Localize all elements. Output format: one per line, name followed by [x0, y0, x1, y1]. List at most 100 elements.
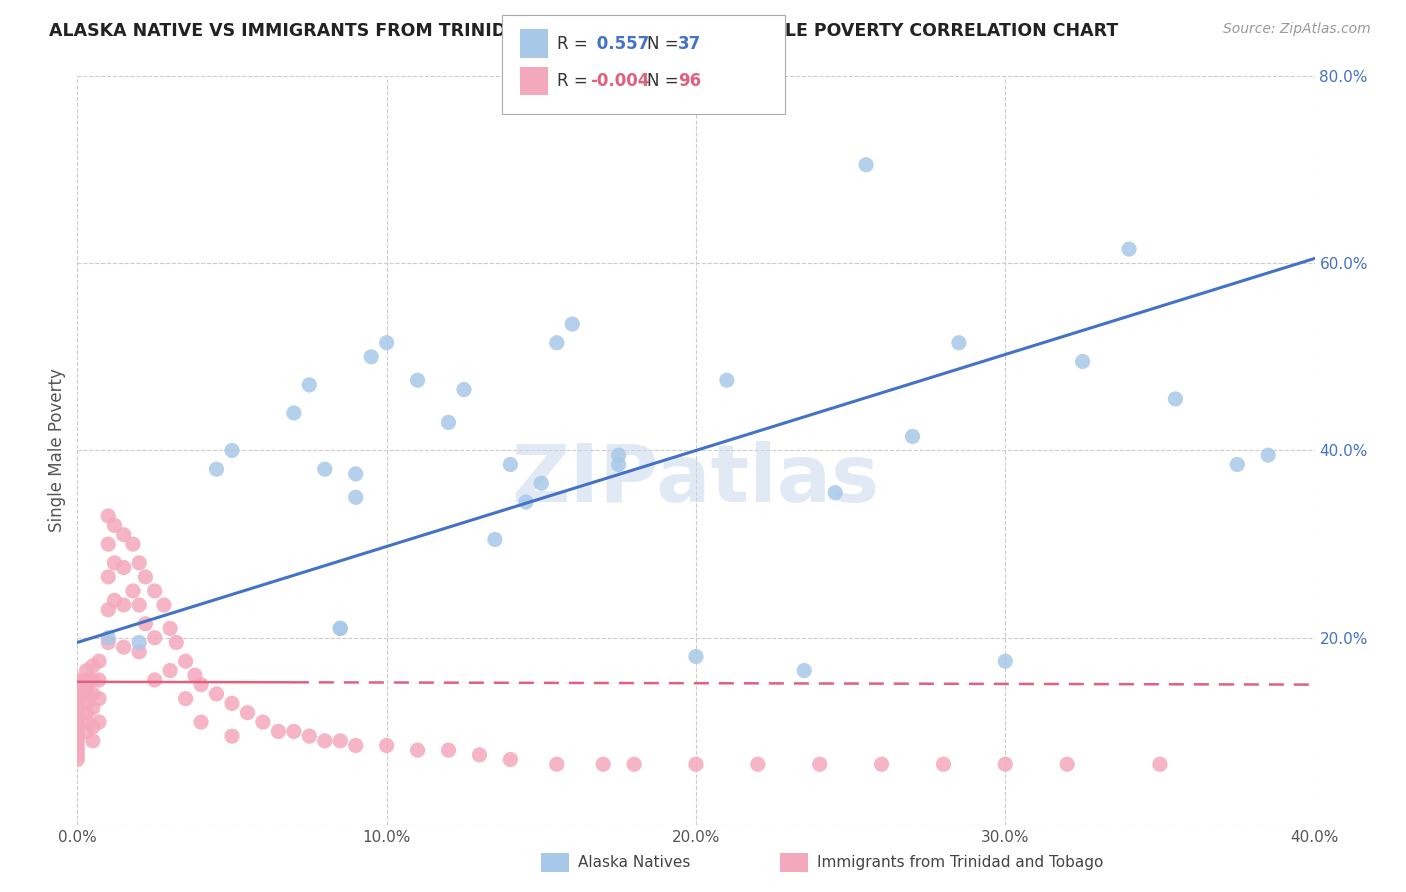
Point	[855, 158, 877, 172]
Point	[82, 673, 104, 687]
Text: R =: R =	[557, 72, 593, 90]
Point	[607, 448, 630, 462]
Point	[66, 729, 89, 743]
Point	[76, 724, 98, 739]
Point	[87, 715, 110, 730]
Point	[870, 757, 893, 772]
Point	[66, 682, 89, 697]
Point	[184, 668, 207, 682]
Point	[607, 458, 630, 472]
Point	[134, 616, 156, 631]
Point	[437, 743, 460, 757]
Text: Immigrants from Trinidad and Tobago: Immigrants from Trinidad and Tobago	[817, 855, 1104, 870]
Point	[221, 729, 243, 743]
Point	[66, 691, 89, 706]
Point	[128, 635, 150, 649]
Text: Source: ZipAtlas.com: Source: ZipAtlas.com	[1223, 22, 1371, 37]
Point	[994, 654, 1017, 668]
Point	[499, 753, 522, 767]
Text: 96: 96	[678, 72, 700, 90]
Point	[66, 696, 89, 710]
Point	[546, 757, 568, 772]
Point	[190, 678, 212, 692]
Point	[1071, 354, 1094, 368]
Point	[901, 429, 924, 443]
Point	[76, 673, 98, 687]
Point	[468, 747, 491, 762]
Point	[128, 556, 150, 570]
Point	[329, 733, 352, 747]
Point	[97, 508, 120, 523]
Point	[530, 476, 553, 491]
Point	[66, 706, 89, 720]
Point	[453, 383, 475, 397]
Point	[406, 743, 429, 757]
Point	[1226, 458, 1249, 472]
Point	[499, 458, 522, 472]
Text: 37: 37	[678, 35, 702, 53]
Point	[97, 635, 120, 649]
Point	[236, 706, 259, 720]
Point	[267, 724, 290, 739]
Point	[66, 689, 89, 703]
Point	[716, 373, 738, 387]
Point	[221, 443, 243, 458]
Point	[76, 687, 98, 701]
Point	[143, 583, 166, 598]
Point	[314, 462, 336, 476]
Point	[122, 537, 145, 551]
Point	[66, 733, 89, 747]
Point	[165, 635, 187, 649]
Point	[159, 621, 181, 635]
Point	[97, 570, 120, 584]
Point	[103, 593, 125, 607]
Point	[82, 701, 104, 715]
Point	[66, 680, 89, 694]
Point	[808, 757, 831, 772]
Point	[97, 603, 120, 617]
Text: ALASKA NATIVE VS IMMIGRANTS FROM TRINIDAD AND TOBAGO SINGLE MALE POVERTY CORRELA: ALASKA NATIVE VS IMMIGRANTS FROM TRINIDA…	[49, 22, 1118, 40]
Point	[112, 598, 135, 612]
Point	[134, 570, 156, 584]
Point	[82, 687, 104, 701]
Point	[623, 757, 645, 772]
Point	[298, 729, 321, 743]
Point	[87, 673, 110, 687]
Point	[66, 724, 89, 739]
Point	[190, 715, 212, 730]
Text: N =: N =	[647, 35, 683, 53]
Point	[66, 685, 89, 699]
Point	[143, 631, 166, 645]
Point	[87, 691, 110, 706]
Point	[128, 645, 150, 659]
Text: N =: N =	[647, 72, 683, 90]
Point	[159, 664, 181, 678]
Point	[298, 378, 321, 392]
Point	[205, 687, 228, 701]
Y-axis label: Single Male Poverty: Single Male Poverty	[48, 368, 66, 533]
Point	[515, 495, 537, 509]
Point	[1118, 242, 1140, 256]
Point	[932, 757, 955, 772]
Point	[66, 743, 89, 757]
Point	[66, 710, 89, 724]
Point	[406, 373, 429, 387]
Point	[103, 556, 125, 570]
Point	[221, 696, 243, 710]
Point	[375, 335, 398, 350]
Point	[66, 753, 89, 767]
Point	[66, 701, 89, 715]
Point	[174, 654, 197, 668]
Point	[66, 747, 89, 762]
Point	[1056, 757, 1078, 772]
Point	[360, 350, 382, 364]
Point	[994, 757, 1017, 772]
Point	[437, 415, 460, 429]
Point	[546, 335, 568, 350]
Point	[205, 462, 228, 476]
Point	[1257, 448, 1279, 462]
Point	[174, 691, 197, 706]
Point	[112, 560, 135, 574]
Point	[76, 696, 98, 710]
Point	[592, 757, 614, 772]
